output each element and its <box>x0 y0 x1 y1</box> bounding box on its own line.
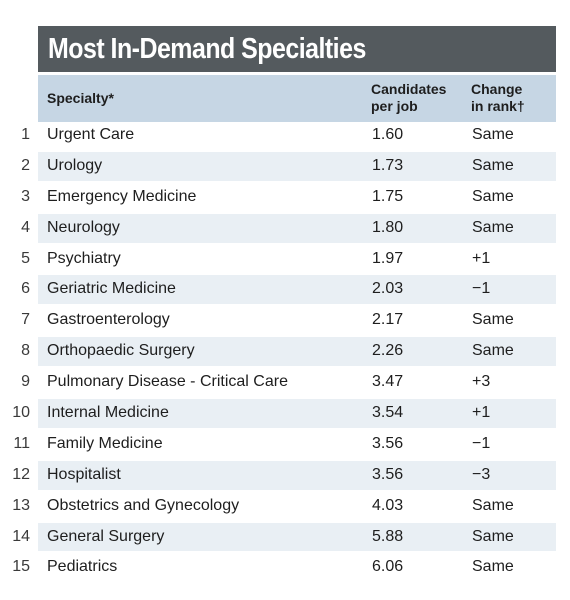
row-background <box>38 399 556 428</box>
change-cell: Same <box>472 342 514 360</box>
header-candidates-line1: Candidates <box>371 81 447 97</box>
rank-cell: 3 <box>21 187 30 205</box>
row-background <box>38 337 556 367</box>
change-cell: Same <box>472 187 514 205</box>
header-candidates: Candidates per job <box>371 81 471 115</box>
table-row: 12 Hospitalist 3.56 −3 <box>0 460 570 491</box>
header-change: Change in rank† <box>471 81 551 115</box>
specialty-cell: General Surgery <box>47 527 165 545</box>
table-row: 11 Family Medicine 3.56 −1 <box>0 429 570 460</box>
change-cell: +1 <box>472 404 491 422</box>
candidates-cell: 3.54 <box>372 404 404 422</box>
header-candidates-line2: per job <box>371 98 418 114</box>
specialty-cell: Internal Medicine <box>47 404 169 422</box>
specialty-cell: Pulmonary Disease - Critical Care <box>47 373 288 391</box>
candidates-cell: 1.60 <box>372 126 404 143</box>
row-background <box>38 460 556 490</box>
table-row: 13 Obstetrics and Gynecology 4.03 Same <box>0 491 570 522</box>
row-background <box>38 151 556 181</box>
specialty-cell: Family Medicine <box>47 434 163 452</box>
candidates-cell: 3.56 <box>372 465 404 483</box>
candidates-cell: 5.88 <box>372 527 404 545</box>
specialty-cell: Urgent Care <box>47 126 135 143</box>
specialty-cell: Gastroenterology <box>47 311 170 329</box>
table-header: Specialty* Candidates per job Change in … <box>38 75 556 122</box>
rank-cell: 2 <box>21 156 30 174</box>
specialty-cell: Emergency Medicine <box>47 187 197 205</box>
specialty-cell: Pediatrics <box>47 558 118 576</box>
rank-cell: 5 <box>21 249 30 267</box>
change-cell: −1 <box>472 280 491 298</box>
rank-cell: 14 <box>12 527 30 545</box>
table-row: 3 Emergency Medicine 1.75 Same <box>0 182 570 213</box>
specialty-cell: Urology <box>47 156 103 174</box>
change-cell: −3 <box>472 465 491 483</box>
candidates-cell: 6.06 <box>372 558 404 576</box>
table-row: 6 Geriatric Medicine 2.03 −1 <box>0 274 570 305</box>
rank-cell: 15 <box>12 558 30 576</box>
candidates-cell: 1.97 <box>372 249 404 267</box>
row-background <box>38 275 556 305</box>
table-title: Most In-Demand Specialties <box>38 26 556 72</box>
table-row: 9 Pulmonary Disease - Critical Care 3.47 +3 <box>0 367 570 398</box>
table-row: 1 Urgent Care 1.60 Same <box>0 120 570 151</box>
change-cell: Same <box>472 496 514 514</box>
change-cell: Same <box>472 156 514 174</box>
candidates-cell: 2.03 <box>372 280 404 298</box>
candidates-cell: 1.73 <box>372 156 404 174</box>
table-body: 1 Urgent Care 1.60 Same 2 Urology 1.73 Same 3 Eme… <box>0 120 570 583</box>
rank-cell: 11 <box>13 434 30 452</box>
change-cell: +3 <box>472 373 491 391</box>
table-title-text: Most In-Demand Specialties <box>48 33 366 65</box>
candidates-cell: 1.80 <box>372 218 404 236</box>
candidates-cell: 3.47 <box>372 373 404 391</box>
table-row: 15 Pediatrics 6.06 Same <box>0 552 570 583</box>
specialty-cell: Neurology <box>47 218 120 236</box>
table-row: 2 Urology 1.73 Same <box>0 151 570 182</box>
specialty-cell: Obstetrics and Gynecology <box>47 496 240 514</box>
candidates-cell: 1.75 <box>372 187 404 205</box>
candidates-cell: 2.17 <box>372 311 404 329</box>
table-row: 7 Gastroenterology 2.17 Same <box>0 305 570 336</box>
table-row: 10 Internal Medicine 3.54 +1 <box>0 398 570 429</box>
specialty-cell: Psychiatry <box>47 249 121 267</box>
rank-cell: 7 <box>21 311 30 329</box>
candidates-cell: 2.26 <box>372 342 404 360</box>
change-cell: −1 <box>472 434 491 452</box>
table-row: 5 Psychiatry 1.97 +1 <box>0 244 570 275</box>
change-cell: Same <box>472 126 514 143</box>
table-row: 14 General Surgery 5.88 Same <box>0 522 570 553</box>
rank-cell: 4 <box>21 218 30 236</box>
rank-cell: 12 <box>12 465 30 483</box>
row-background <box>38 213 556 243</box>
rank-cell: 10 <box>12 404 30 422</box>
specialty-cell: Geriatric Medicine <box>47 280 176 298</box>
change-cell: Same <box>472 311 514 329</box>
row-background <box>38 522 556 552</box>
rank-cell: 9 <box>21 373 30 391</box>
rank-cell: 13 <box>12 496 30 514</box>
table-row: 8 Orthopaedic Surgery 2.26 Same <box>0 336 570 367</box>
header-change-line2: in rank† <box>471 98 525 114</box>
candidates-cell: 3.56 <box>372 434 404 452</box>
rank-cell: 6 <box>21 280 30 298</box>
change-cell: Same <box>472 558 514 576</box>
change-cell: +1 <box>472 249 491 267</box>
candidates-cell: 4.03 <box>372 496 404 514</box>
header-change-line1: Change <box>471 81 523 97</box>
specialty-cell: Orthopaedic Surgery <box>47 342 195 360</box>
header-specialty: Specialty* <box>47 90 114 106</box>
table-row: 4 Neurology 1.80 Same <box>0 213 570 244</box>
rank-cell: 1 <box>21 126 30 143</box>
change-cell: Same <box>472 218 514 236</box>
specialty-cell: Hospitalist <box>47 465 121 483</box>
change-cell: Same <box>472 527 514 545</box>
rank-cell: 8 <box>21 342 30 360</box>
